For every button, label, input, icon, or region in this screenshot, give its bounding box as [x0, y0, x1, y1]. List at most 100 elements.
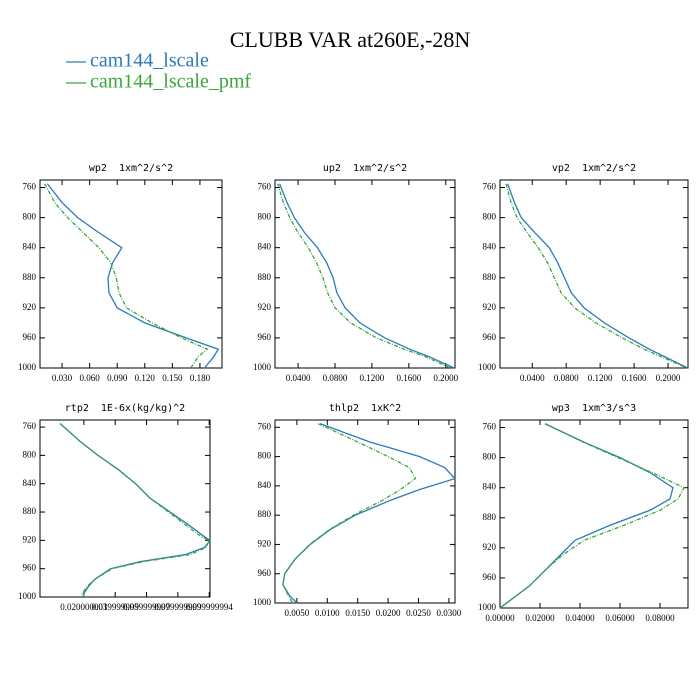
legend-label: cam144_lscale [90, 50, 209, 72]
x-tick-label: 0.2000 [433, 373, 458, 383]
y-tick-label: 1000 [253, 362, 272, 372]
series-line [499, 423, 674, 609]
series-line [46, 183, 220, 369]
y-tick-label: 800 [23, 449, 37, 459]
x-tick-label: 0.0800 [554, 373, 579, 383]
x-tick-label: 0.0400 [286, 373, 311, 383]
y-tick-label: 1000 [18, 362, 37, 372]
y-tick-label: 760 [483, 422, 497, 432]
series-line [59, 423, 211, 597]
panel-title: vp2 1xm^2/s^2 [552, 163, 636, 174]
y-tick-label: 840 [23, 478, 37, 488]
x-tick-label: 0.059999999 [123, 602, 171, 612]
x-tick-label: 0.150 [162, 373, 183, 383]
panel-title: thlp2 1xK^2 [329, 403, 401, 414]
y-tick-label: 840 [483, 242, 497, 252]
series-line [44, 183, 209, 369]
chart-title: CLUBB VAR at260E,-28N [230, 27, 471, 52]
y-tick-label: 760 [23, 421, 37, 431]
y-tick-label: 880 [258, 272, 272, 282]
y-tick-label: 880 [23, 272, 37, 282]
y-tick-label: 1000 [478, 602, 497, 612]
panel-title: rtp2 1E-6x(kg/kg)^2 [65, 403, 185, 414]
x-tick-label: 0.02000 [525, 613, 555, 623]
y-tick-label: 920 [258, 302, 272, 312]
x-tick-label: 0.06000 [605, 613, 635, 623]
y-tick-label: 960 [23, 563, 37, 573]
series-line [277, 183, 451, 369]
y-tick-label: 800 [23, 212, 37, 222]
plot-frame [39, 179, 223, 369]
y-tick-label: 1000 [253, 597, 272, 607]
x-tick-label: 0.0400 [520, 373, 545, 383]
y-tick-label: 880 [483, 512, 497, 522]
y-tick-label: 960 [23, 332, 37, 342]
x-tick-label: 0.060 [80, 373, 101, 383]
x-tick-label: 0.1200 [360, 373, 385, 383]
x-tick-label: 0.1600 [622, 373, 647, 383]
y-tick-label: 800 [483, 212, 497, 222]
series-line [282, 423, 457, 604]
y-tick-label: 760 [258, 182, 272, 192]
series-line [282, 423, 417, 604]
x-tick-label: 0.1200 [588, 373, 613, 383]
y-tick-label: 800 [258, 451, 272, 461]
plot-frame [499, 419, 689, 609]
y-tick-label: 920 [258, 539, 272, 549]
x-tick-label: 0.099999994 [186, 602, 234, 612]
x-tick-label: 0.0150 [345, 608, 370, 618]
y-tick-label: 880 [483, 272, 497, 282]
y-tick-label: 760 [258, 421, 272, 431]
series-line [59, 423, 211, 597]
y-tick-label: 840 [258, 242, 272, 252]
x-tick-label: 0.039999999 [92, 602, 140, 612]
y-tick-label: 960 [483, 572, 497, 582]
plot-frame [499, 179, 689, 369]
y-tick-label: 920 [483, 302, 497, 312]
x-tick-label: 0.180 [190, 373, 211, 383]
y-tick-label: 920 [23, 302, 37, 312]
series-line [499, 423, 685, 609]
x-tick-label: 0.120 [135, 373, 156, 383]
x-tick-label: 0.0100 [315, 608, 340, 618]
plot-frame [274, 179, 456, 369]
x-tick-label: 0.079999999 [154, 602, 202, 612]
series-line [507, 183, 688, 369]
x-tick-label: 0.0800 [323, 373, 348, 383]
y-tick-label: 840 [483, 482, 497, 492]
y-tick-label: 880 [258, 509, 272, 519]
plot-frame [39, 419, 211, 598]
panel-title: up2 1xm^2/s^2 [323, 163, 407, 174]
x-tick-label: 0.0050 [285, 608, 310, 618]
y-tick-label: 760 [23, 182, 37, 192]
y-tick-label: 800 [483, 452, 497, 462]
y-tick-label: 840 [258, 480, 272, 490]
panel-title: wp2 1xm^2/s^2 [89, 163, 173, 174]
y-tick-label: 800 [258, 212, 272, 222]
panel-title: wp3 1xm^3/s^3 [552, 403, 636, 414]
y-tick-label: 920 [483, 542, 497, 552]
y-tick-label: 1000 [18, 591, 37, 601]
x-tick-label: 0.08000 [645, 613, 675, 623]
legend-label: cam144_lscale_pmf [90, 71, 251, 93]
y-tick-label: 760 [483, 182, 497, 192]
y-tick-label: 960 [258, 332, 272, 342]
x-tick-label: 0.2000 [656, 373, 681, 383]
x-tick-label: 0.090 [107, 373, 128, 383]
y-tick-label: 960 [258, 568, 272, 578]
series-line [505, 183, 687, 369]
x-tick-label: 0.00000 [485, 613, 515, 623]
y-tick-label: 920 [23, 534, 37, 544]
plot-frame [274, 419, 456, 604]
y-tick-label: 960 [483, 332, 497, 342]
x-tick-label: 0.1600 [396, 373, 421, 383]
x-tick-label: 0.0200 [376, 608, 401, 618]
y-tick-label: 840 [23, 242, 37, 252]
x-tick-label: 0.030 [52, 373, 73, 383]
x-tick-label: 0.0250 [406, 608, 431, 618]
x-tick-label: 0.020000001 [60, 602, 107, 612]
series-line [279, 183, 455, 369]
y-tick-label: 1000 [478, 362, 497, 372]
y-tick-label: 880 [23, 506, 37, 516]
